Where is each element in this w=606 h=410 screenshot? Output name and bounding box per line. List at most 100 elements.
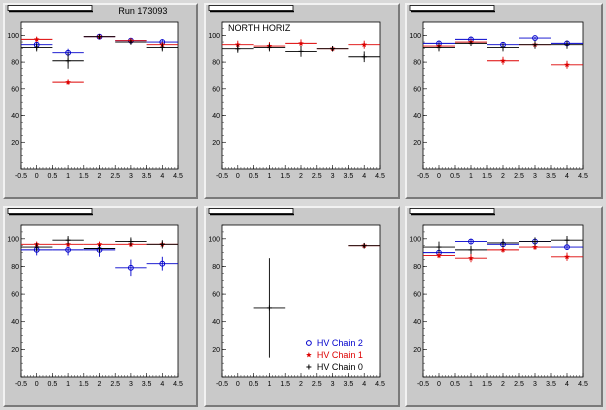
pad-bottom-middle[interactable]: -0.5 0 0.5 1 1.5 2 2.5 3 3.5 4 4.5 20 40 60 80 100 HV Ch… — [204, 206, 400, 407]
cross-marker — [532, 42, 538, 48]
x-tick-label: 1 — [267, 381, 271, 388]
chart-svg: -0.5 0 0.5 1 1.5 2 2.5 3 3.5 4 4.5 20 40 60 80 100 HV Ch… — [208, 208, 385, 388]
title-stub-box — [409, 5, 495, 11]
data-point — [21, 36, 53, 43]
data-point — [83, 34, 116, 40]
x-tick-label: 3 — [129, 173, 133, 180]
y-tick-label: 60 — [413, 292, 421, 299]
cross-marker — [159, 44, 165, 50]
data-point — [115, 39, 147, 45]
cross-marker — [468, 247, 474, 253]
x-tick-label: 3.5 — [142, 381, 152, 388]
x-tick-label: 4.5 — [173, 381, 183, 388]
star-marker — [564, 61, 570, 68]
pad-top-middle[interactable]: -0.5 0 0.5 1 1.5 2 2.5 3 3.5 4 4.5 20 40 60 80 100 NORTH… — [204, 3, 400, 199]
chart-svg: -0.5 0 0.5 1 1.5 2 2.5 3 3.5 4 4.5 20 40 60 80 100 — [409, 208, 588, 388]
x-tick-label: 2 — [501, 173, 505, 180]
plot-annotation: Run 173093 — [118, 6, 167, 16]
y-tick-label: 20 — [11, 140, 19, 147]
chart-svg: -0.5 0 0.5 1 1.5 2 2.5 3 3.5 4 4.5 20 40 60 80 100 NORTH… — [208, 5, 385, 180]
x-tick-label: 0 — [236, 173, 240, 180]
x-tick-label: 2 — [501, 381, 505, 388]
y-tick-label: 20 — [11, 347, 19, 354]
x-tick-label: 4.5 — [375, 173, 385, 180]
data-point — [115, 259, 147, 277]
x-tick-label: 0.5 — [450, 173, 460, 180]
cross-marker — [34, 244, 40, 250]
y-tick-label: 40 — [11, 113, 19, 120]
y-tick-label: 60 — [212, 292, 220, 299]
pad-bottom-right[interactable]: -0.5 0 0.5 1 1.5 2 2.5 3 3.5 4 4.5 20 40 60 80 100 — [405, 206, 603, 407]
legend-label: HV Chain 0 — [317, 362, 363, 372]
x-tick-label: 4 — [565, 381, 569, 388]
legend-circle-marker — [306, 340, 312, 346]
x-tick-label: 0 — [236, 381, 240, 388]
pad-bottom-left[interactable]: -0.5 0 0.5 1 1.5 2 2.5 3 3.5 4 4.5 20 40 60 80 100 — [3, 206, 198, 407]
x-tick-label: 1.5 — [280, 381, 290, 388]
y-tick-label: 60 — [11, 292, 19, 299]
x-tick-label: 0 — [35, 381, 39, 388]
data-point — [52, 79, 84, 85]
pad-top-left[interactable]: -0.5 0 0.5 1 1.5 2 2.5 3 3.5 4 4.5 20 40 60 80 100 Run 1… — [3, 3, 198, 199]
x-tick-label: 4 — [362, 381, 366, 388]
data-point — [455, 238, 487, 245]
cross-marker — [436, 244, 442, 250]
y-tick-label: 100 — [208, 33, 220, 40]
circle-marker — [564, 244, 570, 251]
x-tick-label: 1 — [66, 381, 70, 388]
data-point — [21, 43, 53, 52]
data-point — [146, 256, 178, 271]
data-point — [316, 46, 349, 52]
data-point — [423, 43, 455, 52]
x-tick-label: 2 — [98, 173, 102, 180]
cross-marker — [564, 42, 570, 48]
x-tick-label: -0.5 — [15, 381, 27, 388]
x-tick-label: 4 — [160, 381, 164, 388]
cross-marker — [330, 46, 336, 52]
x-tick-label: 4 — [362, 173, 366, 180]
star-marker — [33, 36, 40, 42]
x-tick-label: 4.5 — [578, 381, 588, 388]
cross-marker — [436, 44, 442, 50]
data-point — [487, 43, 519, 52]
cross-marker — [564, 237, 570, 243]
x-tick-label: 2.5 — [312, 173, 322, 180]
y-tick-label: 100 — [208, 236, 220, 243]
data-point — [83, 244, 116, 253]
x-tick-label: 0.5 — [249, 381, 259, 388]
y-tick-label: 20 — [413, 140, 421, 147]
x-tick-label: 3 — [533, 173, 537, 180]
x-tick-label: 3 — [533, 381, 537, 388]
x-tick-label: 3 — [129, 381, 133, 388]
x-tick-label: 4.5 — [578, 173, 588, 180]
x-tick-label: -0.5 — [216, 381, 228, 388]
x-tick-label: 0.5 — [249, 173, 259, 180]
cross-marker — [128, 39, 134, 45]
x-tick-label: 2.5 — [110, 173, 120, 180]
y-tick-label: 60 — [413, 86, 421, 93]
x-tick-label: 4 — [565, 173, 569, 180]
circle-marker — [532, 35, 538, 41]
chart-svg: -0.5 0 0.5 1 1.5 2 2.5 3 3.5 4 4.5 20 40 60 80 100 Run 1… — [7, 5, 183, 180]
y-tick-label: 40 — [212, 113, 220, 120]
star-marker — [532, 244, 538, 250]
x-tick-label: -0.5 — [417, 381, 429, 388]
y-tick-label: 40 — [413, 113, 421, 120]
data-point — [423, 241, 455, 253]
circle-marker — [159, 260, 166, 267]
x-tick-label: 2.5 — [514, 173, 524, 180]
data-point — [551, 252, 583, 261]
x-tick-label: 1 — [267, 173, 271, 180]
star-marker — [500, 57, 506, 64]
x-tick-label: 2 — [299, 173, 303, 180]
y-tick-label: 20 — [212, 347, 220, 354]
x-tick-label: 2.5 — [312, 381, 322, 388]
pad-top-right[interactable]: -0.5 0 0.5 1 1.5 2 2.5 3 3.5 4 4.5 20 40 60 80 100 — [405, 3, 603, 199]
chart-svg: -0.5 0 0.5 1 1.5 2 2.5 3 3.5 4 4.5 20 40 60 80 100 — [409, 5, 588, 180]
star-marker — [298, 40, 304, 46]
y-tick-label: 40 — [212, 319, 220, 326]
data-point — [519, 237, 551, 246]
data-point — [348, 242, 380, 249]
data-point — [551, 40, 583, 49]
